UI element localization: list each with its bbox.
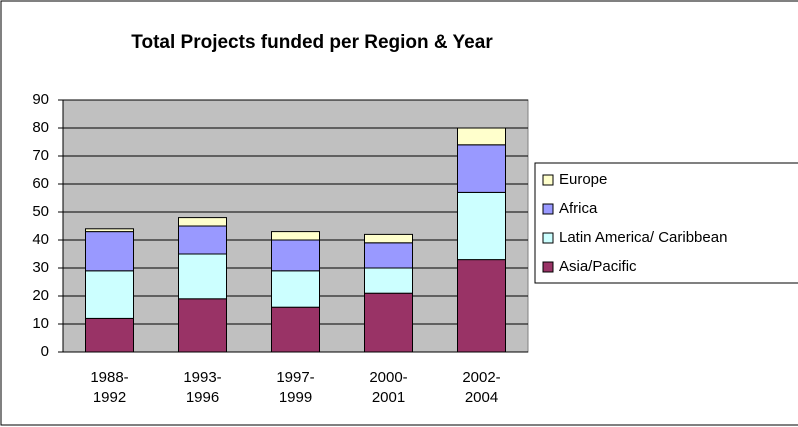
- legend-swatch: [542, 174, 554, 186]
- y-tick-label: 20: [32, 287, 49, 304]
- bar-segment: [457, 144, 506, 193]
- bar-segment: [364, 292, 413, 353]
- y-tick-label: 80: [32, 119, 49, 136]
- bar-segment: [457, 191, 506, 261]
- legend-label: Europe: [559, 171, 607, 188]
- bar-segment: [364, 233, 413, 244]
- bar-segment: [178, 217, 227, 227]
- x-tick-label: 1993- 1996: [183, 369, 222, 406]
- legend-box: [534, 162, 798, 284]
- bar-segment: [271, 239, 320, 272]
- legend-swatch: [542, 261, 554, 273]
- bar-segment: [85, 317, 134, 353]
- bar-segment: [178, 225, 227, 255]
- y-tick-label: 0: [41, 343, 49, 360]
- bar-segment: [178, 253, 227, 300]
- bar-segment: [364, 267, 413, 294]
- y-tick-label: 10: [32, 315, 49, 332]
- y-tick-label: 70: [32, 147, 49, 164]
- x-tick-label: 2002- 2004: [462, 369, 501, 406]
- x-tick-label: 1997- 1999: [276, 369, 315, 406]
- bar-segment: [85, 231, 134, 272]
- bar-segment: [85, 228, 134, 233]
- x-tick-label: 1988- 1992: [90, 369, 129, 406]
- bar-segment: [271, 231, 320, 241]
- bar-segment: [271, 270, 320, 308]
- legend-swatch: [542, 232, 554, 244]
- bar-segment: [364, 242, 413, 269]
- legend-label: Africa: [559, 200, 598, 217]
- legend-label: Asia/Pacific: [559, 258, 637, 275]
- y-tick-label: 50: [32, 203, 49, 220]
- chart-title: Total Projects funded per Region & Year: [131, 32, 493, 53]
- bar-segment: [271, 306, 320, 353]
- x-tick-label: 2000- 2001: [369, 369, 408, 406]
- bar-segment: [85, 270, 134, 319]
- legend-label: Latin America/ Caribbean: [559, 229, 727, 246]
- bar-segment: [178, 298, 227, 353]
- bar-segment: [457, 259, 506, 353]
- y-tick-label: 30: [32, 259, 49, 276]
- bar-segment: [457, 127, 506, 146]
- y-tick-label: 60: [32, 175, 49, 192]
- y-tick-label: 90: [32, 91, 49, 108]
- legend-swatch: [542, 203, 554, 215]
- y-tick-label: 40: [32, 231, 49, 248]
